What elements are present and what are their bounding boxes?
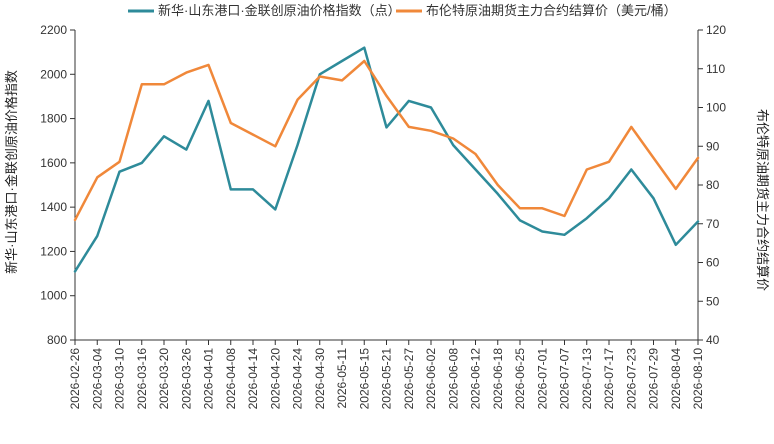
x-tick-label: 2026-07-17	[602, 348, 616, 410]
left-tick-label: 1600	[40, 156, 67, 170]
left-axis-title: 新华·山东港口·金联创原油价格指数	[4, 70, 19, 274]
x-tick-label: 2026-07-29	[647, 348, 661, 410]
left-tick-label: 1000	[40, 289, 67, 303]
series-line-xinhua-index	[73, 46, 700, 273]
x-tick-label: 2026-06-12	[469, 348, 483, 410]
series-line-brent-price	[73, 59, 700, 222]
right-tick-label: 70	[706, 217, 720, 231]
x-tick-label: 2026-05-21	[380, 348, 394, 410]
right-tick-label: 110	[706, 62, 725, 76]
x-tick-label: 2026-04-01	[202, 348, 216, 410]
left-tick-label: 800	[47, 333, 67, 347]
x-tick-label: 2026-04-08	[224, 348, 238, 410]
right-tick-label: 40	[706, 333, 720, 347]
x-tick-label: 2026-04-14	[246, 348, 260, 410]
right-tick-label: 100	[706, 101, 726, 115]
left-tick-label: 1200	[40, 244, 67, 258]
x-tick-label: 2026-08-04	[669, 348, 683, 410]
x-tick-label: 2026-02-26	[68, 348, 82, 410]
left-tick-label: 1400	[40, 200, 67, 214]
x-axis-ticks: 2026-02-26 2026-03-04 2026-03-10 2026-03-16…	[68, 340, 705, 409]
x-tick-label: 2026-04-20	[268, 348, 282, 410]
x-tick-label: 2026-05-11	[335, 348, 349, 409]
right-tick-label: 120	[706, 23, 726, 37]
right-tick-label: 80	[706, 178, 720, 192]
x-tick-label: 2026-08-10	[691, 348, 705, 410]
chart-legend: 新华·山东港口·金联创原油价格指数（点） 布伦特原油期货主力合约结算价（美元/桶…	[128, 3, 677, 18]
left-tick-label: 2200	[40, 23, 67, 37]
x-tick-label: 2026-07-07	[558, 348, 572, 410]
x-tick-label: 2026-07-01	[535, 348, 549, 410]
x-tick-label: 2026-04-30	[313, 348, 327, 410]
legend-label-xinhua-index: 新华·山东港口·金联创原油价格指数（点）	[158, 3, 401, 18]
left-tick-label: 1800	[40, 112, 67, 126]
x-tick-label: 2026-06-02	[424, 348, 438, 410]
x-tick-label: 2026-04-24	[291, 348, 305, 410]
left-axis-ticks: 800 1000 1200 1400 1600 1800 2000 2200	[40, 23, 75, 347]
x-tick-label: 2026-03-10	[113, 348, 127, 410]
x-tick-label: 2026-05-27	[402, 348, 416, 410]
right-tick-label: 60	[706, 256, 720, 270]
legend-label-brent-price: 布伦特原油期货主力合约结算价（美元/桶）	[426, 3, 677, 18]
right-tick-label: 50	[706, 294, 720, 308]
x-tick-label: 2026-07-13	[580, 348, 594, 410]
x-tick-label: 2026-03-04	[90, 348, 104, 410]
x-tick-label: 2026-03-20	[157, 348, 171, 410]
x-tick-label: 2026-07-23	[624, 348, 638, 410]
right-tick-label: 90	[706, 139, 720, 153]
x-tick-label: 2026-03-16	[135, 348, 149, 410]
x-tick-label: 2026-06-25	[513, 348, 527, 410]
x-tick-label: 2026-06-18	[491, 348, 505, 410]
left-tick-label: 2000	[40, 67, 67, 81]
x-tick-label: 2026-06-08	[446, 348, 460, 410]
x-tick-label: 2026-05-15	[357, 348, 371, 410]
right-axis-ticks: 40 50 60 70 80 90 100 110 120	[698, 23, 726, 347]
right-axis-title: 布伦特原油期货主力合约结算价	[755, 109, 770, 291]
x-tick-label: 2026-03-26	[179, 348, 193, 410]
